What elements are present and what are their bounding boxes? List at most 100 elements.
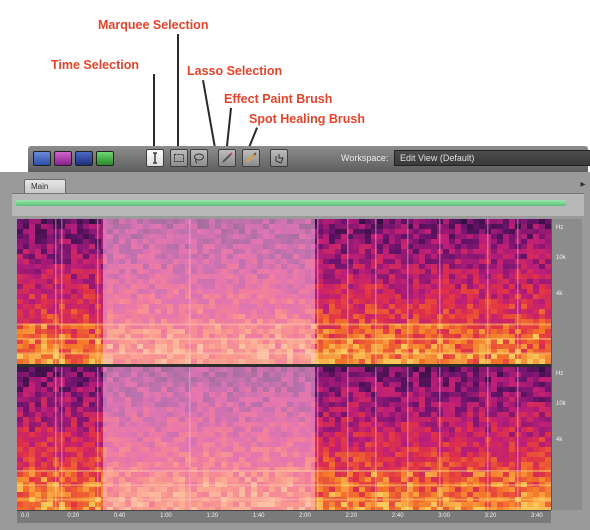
spectrogram-cell bbox=[485, 349, 491, 354]
spectrogram-cell bbox=[47, 299, 53, 304]
spectrogram-cell bbox=[95, 467, 101, 472]
spectrogram-cell bbox=[359, 344, 365, 349]
spectrogram-cell bbox=[473, 387, 479, 392]
spectral-pitch-button[interactable] bbox=[75, 151, 93, 166]
spectrogram-cell bbox=[485, 354, 491, 359]
spectrogram-cell bbox=[431, 507, 437, 510]
spectrogram-cell bbox=[359, 284, 365, 289]
spectrogram-cell bbox=[533, 224, 539, 229]
spectrogram-cell bbox=[509, 359, 515, 364]
spectrogram-cell bbox=[377, 219, 383, 224]
overview-scroll-bar[interactable] bbox=[16, 200, 566, 206]
spectrogram-cell bbox=[437, 452, 443, 457]
spot-healing-brush-tool[interactable] bbox=[242, 149, 260, 167]
spectrogram-cell bbox=[65, 467, 71, 472]
spectrogram-cell bbox=[77, 249, 83, 254]
spectrogram-cell bbox=[461, 244, 467, 249]
spectrogram-cell bbox=[341, 492, 347, 497]
spectrogram-cell bbox=[317, 397, 323, 402]
spectrogram-cell bbox=[65, 407, 71, 412]
spectrogram-cell bbox=[485, 412, 491, 417]
spectrogram-cell bbox=[461, 349, 467, 354]
spectrogram-cell bbox=[365, 452, 371, 457]
spectrogram-cell bbox=[41, 407, 47, 412]
spectrogram-cell bbox=[467, 299, 473, 304]
workspace-select[interactable]: Edit View (Default) bbox=[394, 150, 590, 166]
spectrogram-cell bbox=[545, 279, 551, 284]
spectrogram-cell bbox=[521, 284, 527, 289]
spectrogram-cell bbox=[467, 279, 473, 284]
spectrogram-cell bbox=[23, 382, 29, 387]
spectrogram-cell bbox=[437, 432, 443, 437]
spectrogram-cell bbox=[341, 412, 347, 417]
marquee-selection-tool[interactable] bbox=[170, 149, 188, 167]
spectrogram-cell bbox=[389, 359, 395, 364]
multitrack-view-button[interactable] bbox=[96, 151, 114, 166]
spectrogram-cell bbox=[461, 279, 467, 284]
spectrogram-cell bbox=[59, 239, 65, 244]
spectrogram-cell bbox=[479, 417, 485, 422]
spectrogram-cell bbox=[503, 377, 509, 382]
spectrogram-cell bbox=[527, 359, 533, 364]
spectrogram-cell bbox=[491, 239, 497, 244]
effect-paint-brush-tool[interactable] bbox=[218, 149, 236, 167]
spectrogram-cell bbox=[359, 359, 365, 364]
spectrogram-cell bbox=[431, 309, 437, 314]
spectrogram-cell bbox=[341, 304, 347, 309]
spectrogram-cell bbox=[461, 492, 467, 497]
spectrogram-cell bbox=[365, 412, 371, 417]
spectrogram-cell bbox=[473, 304, 479, 309]
spectrogram-cell bbox=[377, 502, 383, 507]
spectrogram-cell bbox=[89, 397, 95, 402]
spectrogram-cell bbox=[383, 239, 389, 244]
spectrogram-cell bbox=[95, 294, 101, 299]
spectrogram-cell bbox=[503, 492, 509, 497]
spectrogram-cell bbox=[407, 234, 413, 239]
spectrogram-cell bbox=[383, 224, 389, 229]
spectrogram-cell bbox=[323, 339, 329, 344]
spectrogram-cell bbox=[317, 259, 323, 264]
spectrogram-cell bbox=[425, 349, 431, 354]
time-selection-tool[interactable] bbox=[146, 149, 164, 167]
spectrogram-cell bbox=[59, 372, 65, 377]
spectrogram-cell bbox=[425, 274, 431, 279]
spectrogram-cell bbox=[413, 417, 419, 422]
spectrogram-cell bbox=[479, 447, 485, 452]
spectrogram-cell bbox=[347, 397, 353, 402]
move-tool[interactable] bbox=[270, 149, 288, 167]
spectrogram-cell bbox=[521, 239, 527, 244]
tab-main[interactable]: Main bbox=[24, 179, 66, 193]
spectrogram-cell bbox=[95, 502, 101, 507]
spectrogram-cell bbox=[377, 264, 383, 269]
spectrogram-cell bbox=[71, 377, 77, 382]
lasso-selection-tool[interactable] bbox=[190, 149, 208, 167]
spectrogram-cell bbox=[35, 294, 41, 299]
spectrogram-cell bbox=[467, 372, 473, 377]
waveform-view-button[interactable] bbox=[33, 151, 51, 166]
spectrogram-cell bbox=[95, 349, 101, 354]
spectrogram-cell bbox=[389, 482, 395, 487]
spectrogram-cell bbox=[425, 264, 431, 269]
spectrogram-cell bbox=[491, 427, 497, 432]
spectrogram-cell bbox=[71, 339, 77, 344]
spectrogram-cell bbox=[539, 249, 545, 254]
spectrogram-cell bbox=[485, 407, 491, 412]
spectrogram-cell bbox=[425, 344, 431, 349]
spectrogram-cell bbox=[383, 294, 389, 299]
spectrogram-cell bbox=[89, 392, 95, 397]
spectrogram-cell bbox=[47, 492, 53, 497]
spectrogram-cell bbox=[473, 269, 479, 274]
spectrogram-cell bbox=[77, 457, 83, 462]
spectrogram-cell bbox=[443, 482, 449, 487]
spectral-frequency-button[interactable] bbox=[54, 151, 72, 166]
spectrogram-cell bbox=[479, 304, 485, 309]
spectrogram-cell bbox=[383, 234, 389, 239]
spectrogram-cell bbox=[413, 254, 419, 259]
spectrogram-cell bbox=[461, 324, 467, 329]
spectrogram-cell bbox=[383, 289, 389, 294]
spectrogram-cell bbox=[539, 359, 545, 364]
spectrogram-cell bbox=[59, 447, 65, 452]
spectrogram-cell bbox=[347, 417, 353, 422]
spectrogram-cell bbox=[449, 249, 455, 254]
panel-menu-icon[interactable]: ▸ bbox=[580, 179, 586, 190]
